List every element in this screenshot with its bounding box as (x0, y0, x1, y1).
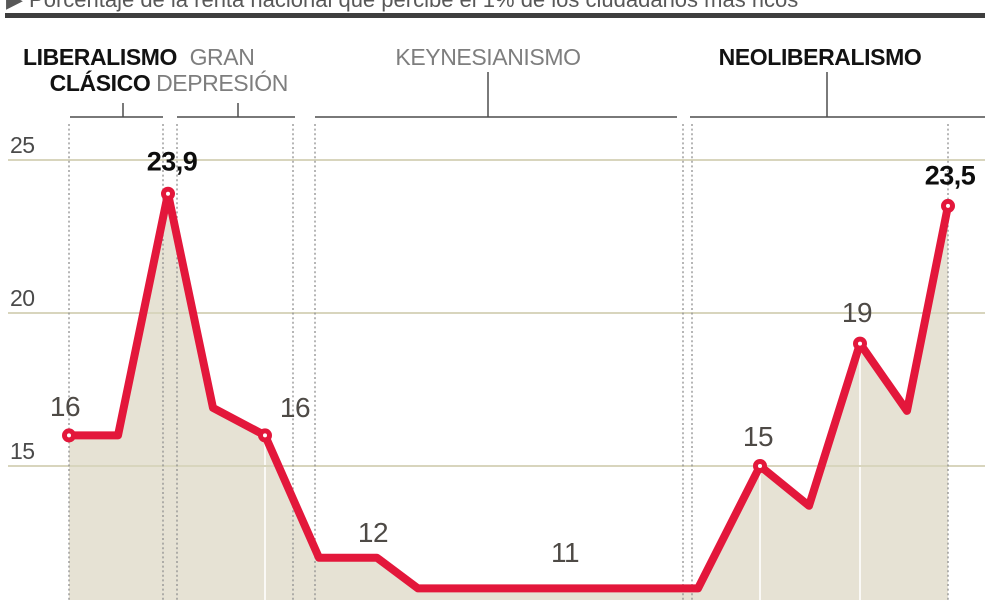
data-point-label: 12 (357, 517, 389, 548)
data-point-dot (941, 198, 955, 213)
era-label-line: KEYNESIANISMO (395, 44, 581, 70)
era-label-line: GRAN (189, 44, 255, 70)
data-point-dot (62, 428, 76, 443)
title-rule (5, 13, 985, 18)
data-point-dot (161, 186, 175, 201)
era-label-liberalismo-clasico: LIBERALISMO CLÁSICO (0, 44, 203, 96)
data-point-label: 15 (742, 421, 774, 452)
era-label-line: LIBERALISMO (22, 44, 178, 70)
era-label-gran-depresion: GRAN DEPRESIÓN (117, 44, 327, 96)
data-point-label: 23,9 (146, 146, 198, 177)
data-point-label: 16 (49, 391, 81, 422)
era-label-line: CLÁSICO (49, 70, 151, 96)
data-point-dot (853, 336, 867, 351)
era-label-line: NEOLIBERALISMO (718, 44, 922, 70)
era-label-line: DEPRESIÓN (156, 70, 288, 96)
data-point-label: 16 (279, 392, 311, 423)
y-axis-tick-label: 15 (10, 438, 35, 464)
data-point-dot (753, 459, 767, 473)
data-point-dot (258, 428, 272, 443)
y-axis-tick-label: 20 (10, 285, 35, 311)
area-fill (69, 193, 948, 600)
data-point-label: 23,5 (924, 160, 976, 191)
chart-title: ▶ Porcentaje de la renta nacional que pe… (6, 0, 990, 13)
era-label-keynesianismo: KEYNESIANISMO (383, 44, 593, 70)
data-point-label: 19 (841, 297, 873, 328)
era-label-neoliberalismo: NEOLIBERALISMO (705, 44, 935, 70)
data-point-label: 11 (550, 537, 580, 568)
y-axis-tick-label: 25 (10, 132, 35, 158)
